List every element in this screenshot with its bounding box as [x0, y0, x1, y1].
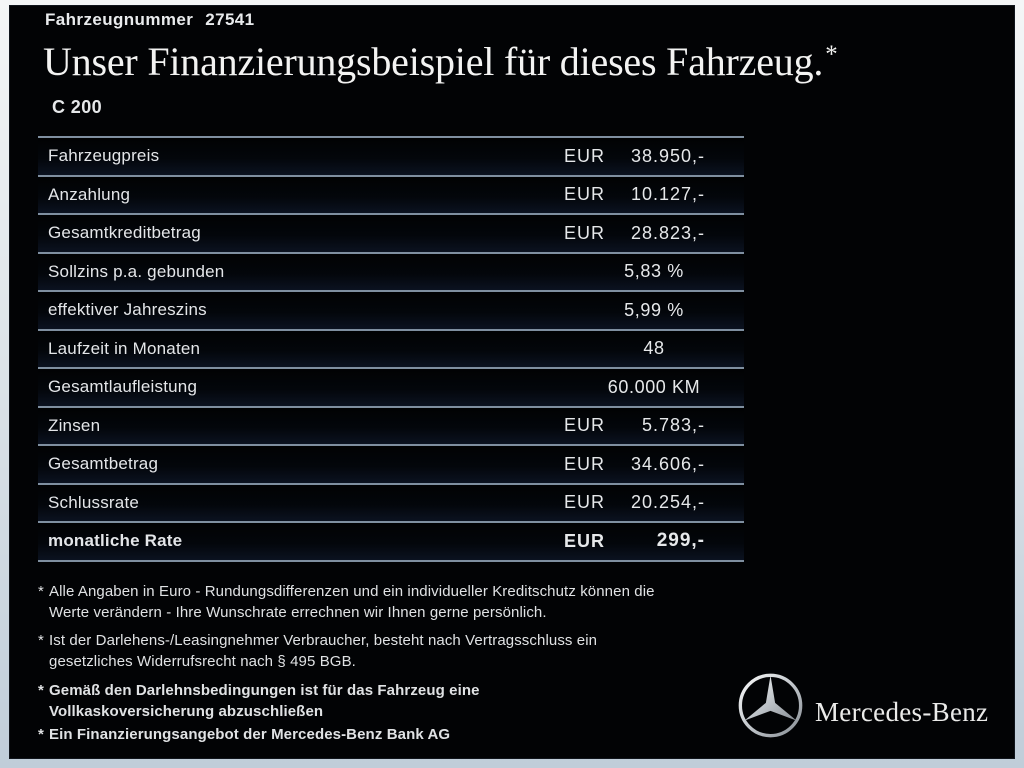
footnote-line: Vollkaskoversicherung abzuschließen: [49, 703, 324, 720]
footnote: * Gemäß den Darlehnsbedingungen ist für …: [38, 680, 748, 722]
footnote-marker: *: [38, 632, 44, 649]
row-value: EUR 38.950,-: [564, 145, 705, 166]
row-label: effektiver Jahreszins: [48, 300, 207, 320]
financing-table: Fahrzeugpreis EUR 38.950,- Anzahlung EUR 1…: [38, 136, 744, 562]
vehicle-number-label: Fahrzeugnummer: [45, 10, 194, 29]
row-value: 5,99 %: [624, 299, 684, 320]
footnote-line: Gemäß den Darlehnsbedingungen ist für da…: [49, 682, 480, 699]
row-label: Schlussrate: [48, 492, 140, 512]
page-title-text: Unser Finanzierungsbeispiel für dieses F…: [43, 39, 824, 84]
footnote-marker: *: [38, 726, 44, 743]
table-row: Gesamtkreditbetrag EUR 28.823,-: [38, 213, 744, 252]
row-label: Gesamtlaufleistung: [48, 377, 198, 397]
table-row: Laufzeit in Monaten 48: [38, 328, 744, 367]
row-value: 5,83 %: [624, 261, 684, 282]
footnote-line: Werte verändern - Ihre Wunschrate errech…: [49, 604, 547, 621]
row-label: Gesamtkreditbetrag: [48, 223, 201, 243]
row-value: EUR 10.127,-: [564, 184, 705, 205]
footnote: * Alle Angaben in Euro - Rundungsdiffere…: [38, 581, 748, 623]
table-row: Fahrzeugpreis EUR 38.950,-: [38, 136, 744, 175]
row-label: Gesamtbetrag: [48, 454, 159, 474]
row-value: EUR 34.606,-: [564, 453, 705, 474]
table-row-monthly-rate: monatliche Rate EUR 299,-: [38, 521, 744, 562]
footnote-line: Ein Finanzierungsangebot der Mercedes-Be…: [49, 726, 451, 743]
row-value: EUR 20.254,-: [564, 492, 705, 513]
row-label: monatliche Rate: [48, 531, 183, 551]
table-row: Sollzins p.a. gebunden 5,83 %: [38, 251, 744, 290]
table-row: Schlussrate EUR 20.254,-: [38, 482, 744, 521]
table-row: Anzahlung EUR 10.127,-: [38, 174, 744, 213]
footnote-line: gesetzliches Widerrufsrecht nach § 495 B…: [49, 653, 356, 670]
vehicle-model: C 200: [52, 97, 103, 117]
footnote-line: Alle Angaben in Euro - Rundungsdifferenz…: [49, 583, 655, 600]
table-row: Gesamtlaufleistung 60.000 KM: [38, 367, 744, 406]
table-row: Zinsen EUR 5.783,-: [38, 405, 744, 444]
footnote-marker: *: [38, 583, 44, 600]
table-row: Gesamtbetrag EUR 34.606,-: [38, 444, 744, 483]
brand-wordmark: Mercedes-Benz: [815, 697, 989, 727]
row-value: EUR 299,-: [564, 530, 705, 552]
table-row: effektiver Jahreszins 5,99 %: [38, 290, 744, 329]
title-footnote-marker: *: [825, 41, 838, 68]
footnote: * Ein Finanzierungsangebot der Mercedes-…: [38, 724, 748, 745]
page-title: Unser Finanzierungsbeispiel für dieses F…: [43, 38, 838, 85]
row-value: EUR 28.823,-: [564, 222, 705, 243]
footnote-marker: *: [38, 682, 44, 699]
footnotes-section: * Alle Angaben in Euro - Rundungsdiffere…: [38, 581, 748, 745]
row-value: EUR 5.783,-: [564, 415, 705, 436]
mercedes-star-icon: [738, 673, 803, 738]
row-value: 48: [643, 338, 665, 359]
row-label: Fahrzeugpreis: [48, 146, 160, 166]
row-label: Sollzins p.a. gebunden: [48, 261, 225, 281]
row-label: Laufzeit in Monaten: [48, 338, 201, 358]
row-value: 60.000 KM: [607, 376, 701, 397]
row-label: Anzahlung: [48, 184, 131, 204]
vehicle-number-value: 27541: [205, 10, 255, 29]
row-label: Zinsen: [48, 415, 101, 435]
vehicle-number: Fahrzeugnummer 27541: [45, 10, 255, 30]
finance-sheet-panel: Fahrzeugnummer 27541 Unser Finanzierungsb…: [9, 5, 1015, 759]
footnote: * Ist der Darlehens-/Leasingnehmer Verbr…: [38, 630, 748, 672]
footnote-line: Ist der Darlehens-/Leasingnehmer Verbrau…: [49, 632, 598, 649]
